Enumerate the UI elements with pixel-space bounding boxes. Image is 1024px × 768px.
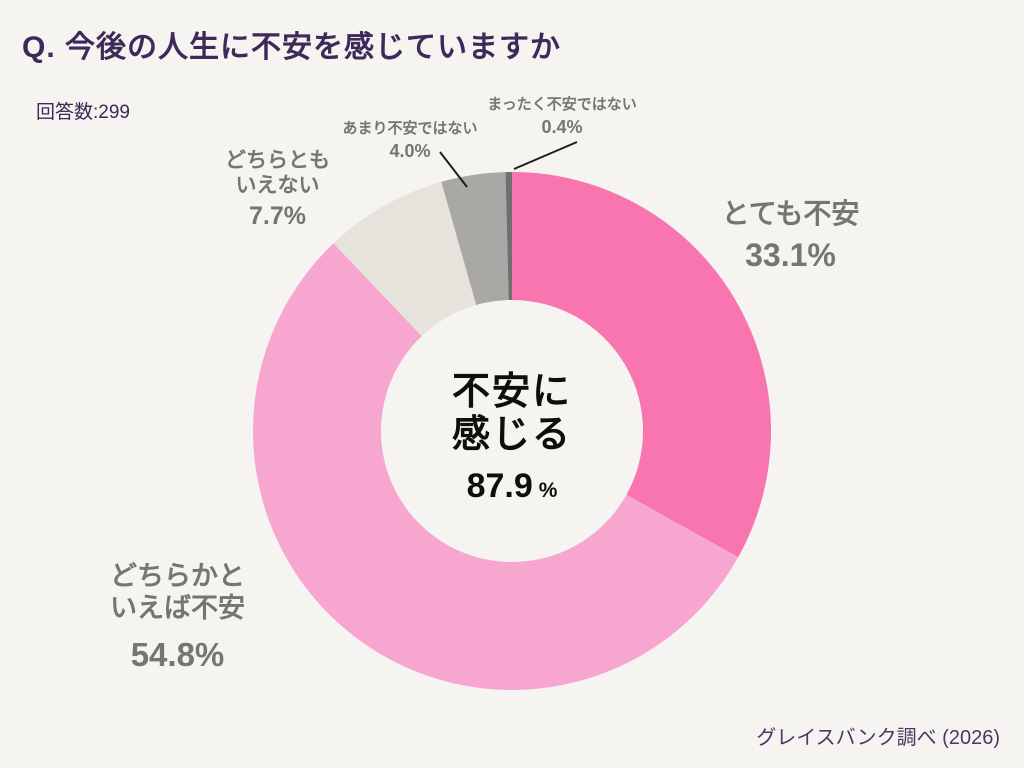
source-credit: グレイスバンク調べ (2026) <box>756 727 1000 749</box>
donut-segment-0 <box>512 172 771 558</box>
donut-segment-1 <box>252 243 739 690</box>
donut-center-summary: 不安に 感じる 87.9 % <box>397 371 627 506</box>
center-summary-line1: 不安に <box>451 371 572 413</box>
segment-label-amari-fuan-dewanai: あまり不安ではない 4.0% <box>320 120 500 163</box>
segment-percent: 7.7% <box>249 202 306 231</box>
center-summary-value: 87.9 <box>466 466 533 505</box>
segment-percent: 0.4% <box>541 117 583 137</box>
donut-segment-3 <box>441 172 509 305</box>
segment-percent: 33.1% <box>745 236 836 273</box>
segment-label-dochiraka-fuan: どちらかと いえば不安 54.8% <box>70 560 285 674</box>
segment-label-text: とても不安 <box>721 198 860 229</box>
segment-label-text: どちらとも <box>225 149 330 172</box>
page-title: Q. 今後の人生に不安を感じていますか <box>22 31 562 64</box>
donut-segment-2 <box>333 181 477 337</box>
segment-percent: 54.8% <box>130 635 225 673</box>
respondent-count: 回答数:299 <box>36 102 130 123</box>
leader-line-1 <box>513 141 578 170</box>
segment-percent: 4.0% <box>389 141 431 161</box>
segment-label-mattaku-fuan-dewanai: まったく不安ではない 0.4% <box>462 96 662 139</box>
segment-label-text: いえない <box>235 174 320 198</box>
segment-label-text: どちらかと <box>110 561 245 591</box>
center-summary-unit: % <box>538 478 558 502</box>
segment-label-text: あまり不安ではない <box>342 120 478 137</box>
center-summary-value-row: 87.9 % <box>397 467 627 506</box>
center-summary-line2: 感じる <box>451 414 572 457</box>
leader-line-0 <box>439 151 468 188</box>
segment-label-dochiratomo-ienai: どちらとも いえない 7.7% <box>200 148 355 231</box>
donut-segment-4 <box>505 171 512 301</box>
segment-label-text: いえば不安 <box>110 593 245 624</box>
segment-label-totemo-fuan: とても不安 33.1% <box>668 197 913 274</box>
segment-label-text: まったく不安ではない <box>487 96 637 113</box>
